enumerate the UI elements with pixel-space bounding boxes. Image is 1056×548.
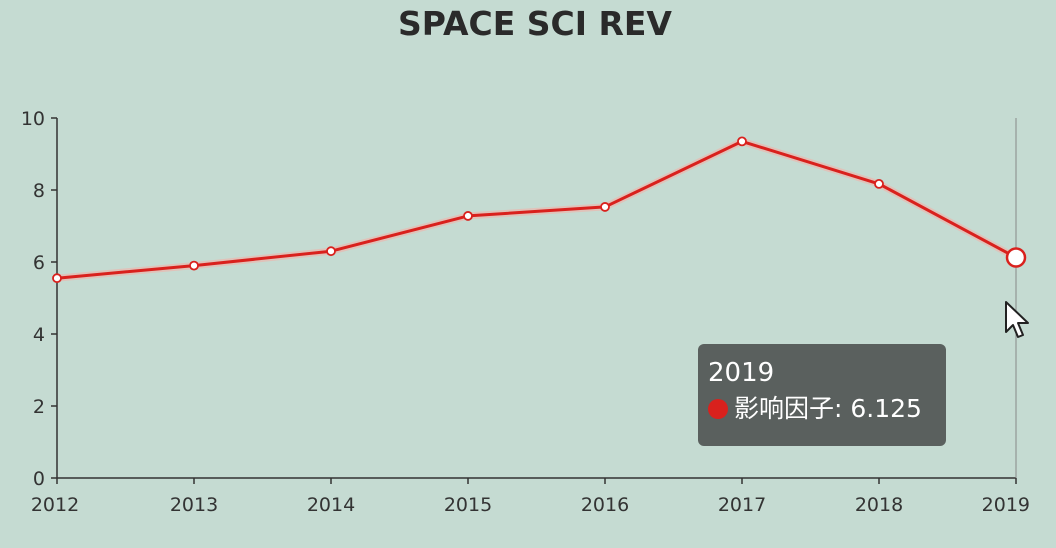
y-tick-label: 2: [33, 396, 45, 418]
x-tick-label: 2016: [581, 494, 629, 516]
data-point[interactable]: [189, 260, 199, 271]
data-point[interactable]: [874, 178, 884, 189]
data-point[interactable]: [737, 136, 747, 147]
tooltip: 2019 影响因子: 6.125: [698, 344, 946, 446]
y-tick-label: 10: [21, 108, 45, 130]
data-point-highlighted[interactable]: [1005, 247, 1027, 268]
x-tick-label: 2019: [982, 494, 1030, 516]
mouse-pointer-icon: [1005, 301, 1029, 338]
y-tick-label: 0: [33, 468, 45, 490]
y-tick-label: 4: [33, 324, 45, 346]
data-point[interactable]: [52, 273, 62, 284]
x-tick-label: 2013: [170, 494, 218, 516]
data-point[interactable]: [463, 211, 473, 221]
data-point[interactable]: [600, 202, 610, 212]
x-tick-label: 2017: [718, 494, 766, 516]
x-axis-ticks: 2012 2013 2014 2015 2016 2017 2018 2019: [31, 478, 1030, 516]
chart-title: SPACE SCI REV: [398, 4, 672, 43]
x-tick-label: 2015: [444, 494, 492, 516]
x-tick-label: 2018: [855, 494, 903, 516]
y-tick-label: 8: [33, 180, 45, 202]
tooltip-row: 影响因子: 6.125: [708, 390, 936, 428]
y-axis-ticks: 0 2 4 6 8 10: [21, 108, 57, 490]
series-line: [56, 139, 1017, 280]
tooltip-series-dot: [708, 399, 728, 419]
tooltip-value: 影响因子: 6.125: [734, 394, 922, 423]
y-tick-label: 6: [33, 252, 45, 274]
x-tick-label: 2014: [307, 494, 355, 516]
x-tick-label: 2012: [31, 494, 79, 516]
tooltip-title: 2019: [708, 358, 775, 388]
series-line-glow: [56, 137, 1018, 282]
data-point[interactable]: [326, 246, 336, 257]
series-points: [52, 136, 1027, 284]
